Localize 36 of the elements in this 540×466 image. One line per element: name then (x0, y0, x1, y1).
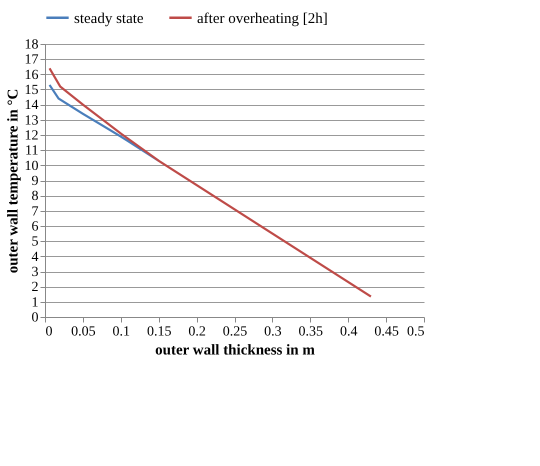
y-tick-label: 6 (32, 220, 38, 234)
y-tick-label: 8 (32, 189, 38, 204)
y-tick-label: 15 (24, 83, 38, 98)
x-tick-label: 0.25 (222, 324, 248, 340)
y-tick-label: 16 (24, 68, 38, 83)
y-tick-label: 0 (32, 310, 38, 326)
x-tick-label: 0.4 (340, 324, 358, 340)
y-tick-label: 9 (32, 174, 38, 189)
y-tick-label: 17 (24, 52, 38, 68)
legend-label: steady state (74, 10, 144, 27)
x-tick-label: 0.5 (407, 324, 424, 340)
y-tick-label: 5 (32, 234, 38, 250)
y-tick-label: 11 (25, 144, 38, 159)
x-axis-title: outer wall thickness in m (155, 342, 316, 358)
line-series (48, 67, 372, 298)
y-tick-label: 13 (24, 113, 38, 128)
x-tick-label: 0.35 (298, 324, 324, 340)
y-tick-label: 18 (24, 38, 38, 52)
y-tick-label: 2 (32, 280, 38, 296)
y-tick-label: 7 (32, 204, 38, 220)
y-tick-label: 14 (24, 98, 38, 114)
x-tick-label: 0.45 (374, 324, 399, 340)
x-tick-label: 0.05 (71, 324, 96, 340)
y-tick-label: 10 (24, 158, 38, 174)
x-tick-label: 0.3 (264, 324, 282, 340)
line-series (48, 84, 160, 162)
x-tick-label: 0.2 (188, 324, 206, 340)
x-tick-label: 0 (46, 324, 52, 340)
y-axis-title: outer wall temperature in °C (6, 88, 22, 274)
y-tick-label: 3 (32, 265, 38, 280)
y-tick-label: 12 (24, 128, 38, 144)
x-tick-label: 0.15 (146, 324, 172, 340)
y-tick-label: 4 (32, 250, 38, 265)
legend-label: after overheating [2h] (197, 10, 328, 27)
x-tick-label: 0.1 (112, 324, 130, 340)
y-tick-label: 1 (32, 295, 38, 310)
